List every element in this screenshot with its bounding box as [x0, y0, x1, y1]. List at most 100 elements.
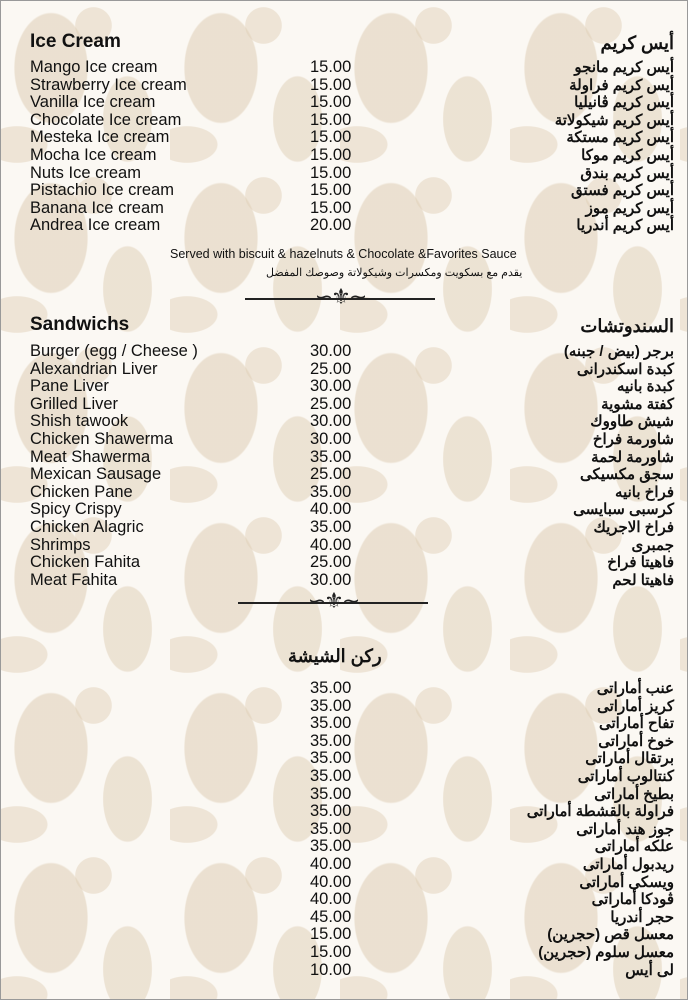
menu-item: Mango Ice cream 15.00 أيس كريم مانجو — [0, 58, 688, 77]
menu-item: Pane Liver 30.00 كبدة بانيه — [0, 378, 688, 396]
item-name-ar: معسل قص (حجرين) — [547, 926, 674, 944]
item-price: 15.00 — [310, 110, 352, 129]
item-price: 35.00 — [310, 482, 352, 501]
item-name-en: Meat Fahita — [30, 570, 118, 589]
menu-item: 35.00 بطيخ أماراتى — [0, 784, 688, 804]
menu-item: Burger (egg / Cheese ) 30.00 برجر (بيض / ج… — [0, 342, 688, 361]
item-price: 25.00 — [310, 553, 352, 572]
item-price: 15.00 — [310, 163, 352, 182]
item-price: 25.00 — [310, 394, 352, 413]
menu-item: 35.00 تفاح أماراتى — [0, 715, 688, 733]
item-name-en: Nuts Ice cream — [30, 163, 141, 182]
item-name-ar: كبدة بانيه — [616, 378, 674, 396]
item-name-ar: لى أيس — [625, 961, 674, 979]
item-price: 15.00 — [310, 925, 352, 944]
item-name-ar: كريز أماراتى — [597, 697, 674, 715]
item-name-ar: بطيخ أماراتى — [594, 785, 674, 803]
item-name-ar: كنتالوب أماراتى — [577, 768, 674, 785]
menu-item: Chicken Shawerma 30.00 شاورمة فراخ — [0, 430, 688, 449]
item-price: 45.00 — [310, 907, 352, 926]
menu-item: Andrea Ice cream 20.00 أيس كريم أندريا — [0, 217, 688, 235]
item-name-ar: فراخ الاجريك — [593, 519, 674, 536]
menu-item: 35.00 علكه أماراتى — [0, 838, 688, 856]
item-price: 15.00 — [310, 943, 352, 961]
item-price: 35.00 — [310, 802, 352, 821]
item-name-en: Andrea Ice cream — [30, 216, 161, 235]
menu-item: Shish tawook 30.00 شيش طاووك — [0, 413, 688, 431]
item-name-en: Pistachio Ice cream — [30, 181, 174, 200]
menu-item: Nuts Ice cream 15.00 أيس كريم بندق — [0, 163, 688, 183]
item-name-en: Mango Ice cream — [30, 58, 158, 76]
menu-item: Chicken Pane 35.00 فراخ بانيه — [0, 482, 688, 502]
menu-item: Shrimps 40.00 جمبرى — [0, 535, 688, 555]
item-name-ar: جوز هند أماراتى — [576, 820, 674, 838]
item-price: 20.00 — [310, 216, 352, 235]
item-name-ar: أيس كريم فراولة — [569, 76, 674, 94]
menu-item: 35.00 كريز أماراتى — [0, 697, 688, 716]
item-price: 15.00 — [310, 58, 352, 76]
menu-item: 40.00 ريدبول أماراتى — [0, 855, 688, 874]
menu-item: 35.00 عنب أماراتى — [0, 679, 688, 698]
item-price: 30.00 — [310, 430, 352, 448]
flourish-icon: ∽⚜∼ — [314, 284, 368, 309]
item-name-ar: كبدة اسكندرانى — [576, 360, 674, 378]
item-name-ar: شاورمة لحمة — [591, 448, 674, 466]
item-name-en: Shish tawook — [30, 412, 129, 431]
ice-cream-note: Served with biscuit & hazelnuts & Chocol… — [170, 247, 517, 261]
item-price: 30.00 — [310, 412, 352, 431]
item-name-ar: فراخ بانيه — [615, 483, 674, 501]
item-name-en: Chicken Shawerma — [30, 430, 174, 448]
item-name-en: Mocha Ice cream — [30, 146, 157, 164]
item-price: 35.00 — [310, 784, 352, 803]
sandwiches-title: Sandwichs — [30, 314, 130, 335]
item-name-ar: ڤودكا أماراتى — [591, 891, 674, 909]
item-name-ar: أيس كريم أندريا — [576, 217, 674, 235]
item-name-ar: برتقال أماراتى — [585, 750, 674, 768]
item-name-ar: فاهيتا لحم — [612, 571, 674, 589]
item-name-ar: ريدبول أماراتى — [582, 856, 674, 873]
item-name-ar: علكه أماراتى — [594, 838, 674, 856]
item-name-ar: كفتة مشوية — [601, 395, 674, 413]
item-name-en: Burger (egg / Cheese ) — [30, 342, 198, 360]
item-price: 35.00 — [310, 819, 352, 838]
item-name-en: Grilled Liver — [30, 394, 119, 413]
menu-item: Alexandrian Liver 25.00 كبدة اسكندرانى — [0, 360, 688, 379]
menu-item: 15.00 معسل قص (حجرين) — [0, 926, 688, 944]
item-name-en: Chocolate Ice cream — [30, 110, 182, 129]
item-price: 35.00 — [310, 518, 352, 536]
item-name-en: Chicken Pane — [30, 482, 133, 501]
item-price: 40.00 — [310, 500, 352, 519]
menu-item: Vanilla Ice cream 15.00 أيس كريم ڤانيليا — [0, 94, 688, 112]
item-name-en: Vanilla Ice cream — [30, 93, 156, 112]
menu-item: 35.00 فراولة بالقشطة أماراتى — [0, 803, 688, 821]
item-price: 40.00 — [310, 855, 352, 873]
menu-item: Chocolate Ice cream 15.00 أيس كريم شيكولات… — [0, 110, 688, 130]
item-name-ar: أيس كريم موز — [585, 199, 674, 217]
item-name-ar: أيس كريم مانجو — [574, 59, 674, 76]
item-price: 35.00 — [310, 679, 352, 697]
item-price: 35.00 — [310, 731, 352, 750]
item-name-en: Pane Liver — [30, 377, 109, 396]
item-price: 35.00 — [310, 714, 352, 733]
item-name-en: Banana Ice cream — [30, 198, 164, 217]
item-name-en: Shrimps — [30, 535, 91, 554]
menu-item: Meat Shawerma 35.00 شاورمة لحمة — [0, 448, 688, 467]
item-name-ar: أيس كريم بندق — [580, 164, 674, 182]
item-price: 40.00 — [310, 872, 352, 891]
item-name-ar: سجق مكسيكى — [580, 466, 674, 484]
item-name-en: Mesteka Ice cream — [30, 128, 170, 147]
item-name-ar: شاورمة فراخ — [592, 431, 674, 448]
menu-item: Meat Fahita 30.00 فاهيتا لحم — [0, 570, 688, 590]
item-price: 40.00 — [310, 535, 352, 554]
menu-item: Mocha Ice cream 15.00 أيس كريم موكا — [0, 146, 688, 165]
item-name-en: Mexican Sausage — [30, 465, 162, 484]
sandwiches-title-ar: السندوتشات — [580, 316, 674, 336]
item-price: 35.00 — [310, 767, 352, 785]
menu-item: Mesteka Ice cream 15.00 أيس كريم مستكة — [0, 129, 688, 147]
item-name-ar: خوخ أماراتى — [598, 732, 674, 750]
item-price: 30.00 — [310, 570, 352, 589]
item-price: 35.00 — [310, 749, 352, 768]
item-name-ar: أيس كريم مستكة — [566, 129, 674, 147]
item-price: 25.00 — [310, 465, 352, 484]
